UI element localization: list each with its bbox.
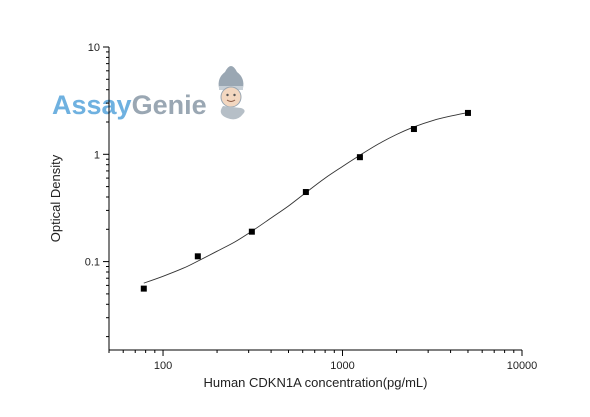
assay-genie-logo: AssayGenie (52, 66, 245, 120)
data-point (464, 109, 471, 116)
fit-curve (143, 112, 469, 284)
x-axis-title: Human CDKN1A concentration(pg/mL) (204, 375, 428, 390)
x-tick-label: 10000 (507, 360, 538, 372)
axes: 100 1000 10000 0.1 1 10 (85, 42, 538, 372)
y-tick-label: 10 (88, 42, 100, 54)
logo-text: AssayGenie (52, 90, 207, 120)
logo-text-genie: Genie (132, 90, 207, 120)
data-point (248, 228, 255, 235)
data-point (302, 189, 309, 196)
data-point (356, 154, 363, 161)
y-axis-title: Optical Density (48, 154, 63, 242)
data-point (410, 126, 417, 133)
y-tick-label: 0.1 (85, 257, 100, 269)
x-tick-label: 1000 (330, 360, 354, 372)
fit-curve-layer (143, 112, 469, 284)
y-tick-label: 1 (94, 149, 100, 161)
genie-mascot-icon (218, 66, 245, 120)
data-point (194, 253, 201, 260)
logo-text-assay: Assay (52, 90, 132, 120)
x-tick-label: 100 (154, 360, 172, 372)
data-points-layer (140, 109, 471, 292)
data-point (140, 285, 147, 292)
